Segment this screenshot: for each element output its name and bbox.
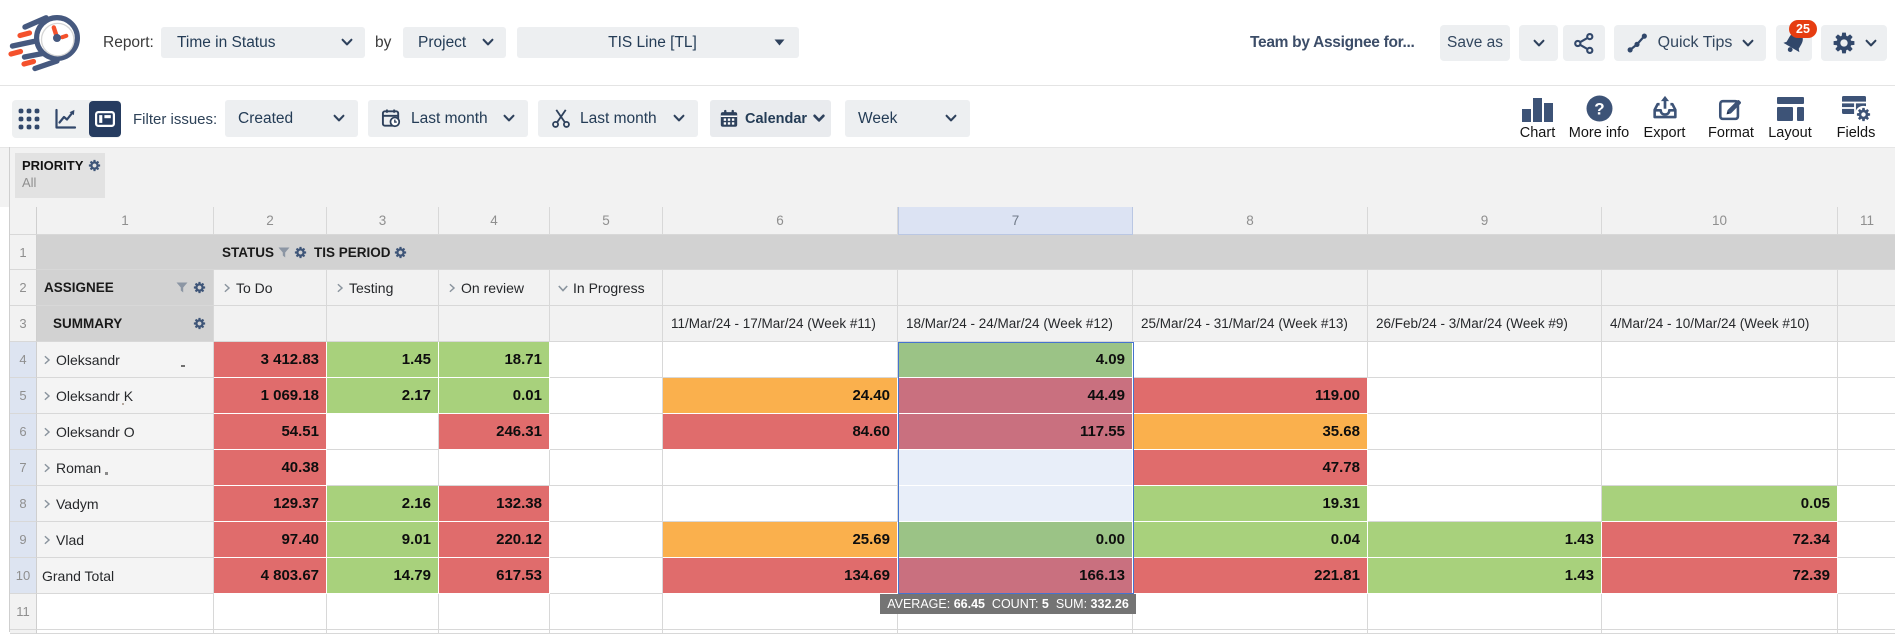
svg-text:?: ? [1594, 100, 1604, 119]
